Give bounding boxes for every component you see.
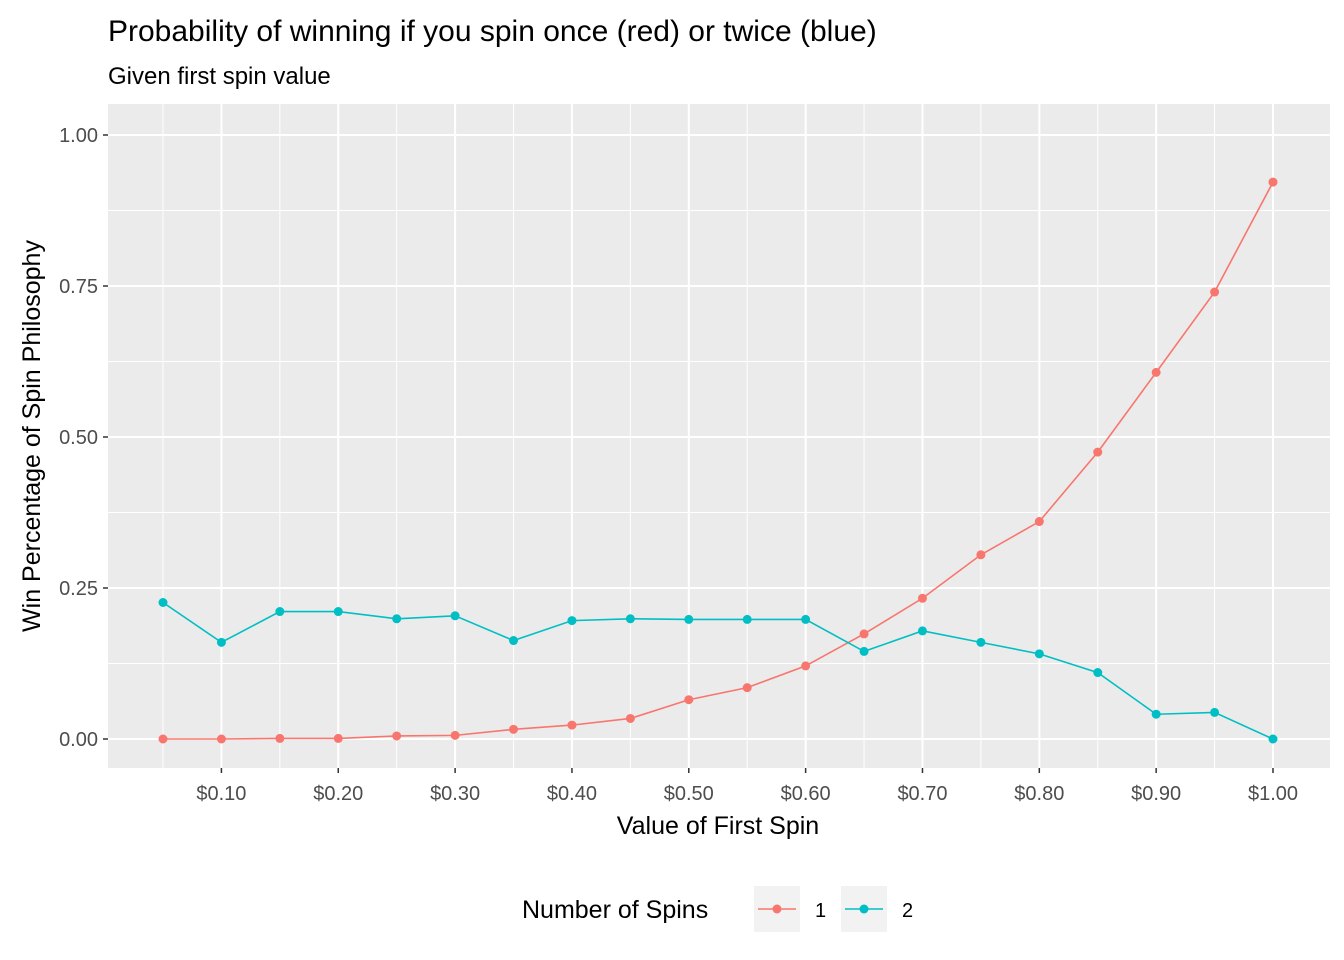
y-axis-title: Win Percentage of Spin Philosophy bbox=[18, 240, 46, 632]
y-tick-label: 0.00 bbox=[59, 729, 98, 751]
x-tick-label: $0.20 bbox=[313, 783, 363, 805]
chart-subtitle: Given first spin value bbox=[108, 63, 331, 90]
x-tick-label: $0.60 bbox=[781, 783, 831, 805]
x-axis: $0.10 $0.20 $0.30 $0.40 $0.50 $0.60 $0.70 $0.80… bbox=[196, 768, 1298, 805]
data-point-1 bbox=[742, 683, 752, 693]
x-tick-label: $1.00 bbox=[1248, 783, 1298, 805]
series-line-1 bbox=[163, 181, 1274, 740]
data-point-1 bbox=[1210, 287, 1220, 297]
data-point-1 bbox=[275, 733, 285, 743]
data-point-2 bbox=[216, 637, 226, 647]
legend-key-point bbox=[859, 904, 869, 914]
data-point-2 bbox=[158, 597, 168, 607]
data-point-2 bbox=[1268, 734, 1278, 744]
legend-label: 2 bbox=[902, 900, 913, 922]
legend-key-point bbox=[772, 904, 782, 914]
data-point-1 bbox=[216, 734, 226, 744]
data-point-2 bbox=[450, 611, 460, 621]
data-point-2 bbox=[859, 646, 869, 656]
data-point-1 bbox=[625, 713, 635, 723]
legend-label: 1 bbox=[815, 900, 826, 922]
x-tick-label: $0.50 bbox=[664, 783, 714, 805]
series-1 bbox=[158, 177, 1278, 744]
data-point-2 bbox=[1034, 649, 1044, 659]
y-tick-label: 0.25 bbox=[59, 578, 98, 600]
grid-lines bbox=[108, 104, 1330, 768]
data-point-2 bbox=[917, 626, 927, 636]
legend: Number of Spins 1 2 bbox=[522, 886, 913, 932]
x-tick-label: $0.30 bbox=[430, 783, 480, 805]
data-point-1 bbox=[392, 731, 402, 741]
legend-title: Number of Spins bbox=[522, 896, 708, 924]
x-tick-label: $0.70 bbox=[897, 783, 947, 805]
data-point-2 bbox=[1210, 707, 1220, 717]
x-tick-label: $0.40 bbox=[547, 783, 597, 805]
data-point-2 bbox=[509, 636, 519, 646]
data-point-2 bbox=[625, 614, 635, 624]
data-point-1 bbox=[684, 695, 694, 705]
data-point-2 bbox=[392, 614, 402, 624]
y-tick-label: 1.00 bbox=[59, 125, 98, 147]
data-point-1 bbox=[917, 593, 927, 603]
x-axis-title: Value of First Spin bbox=[617, 812, 819, 840]
data-point-1 bbox=[1034, 517, 1044, 527]
data-point-2 bbox=[333, 607, 343, 617]
data-point-1 bbox=[859, 629, 869, 639]
data-point-2 bbox=[567, 616, 577, 626]
data-point-1 bbox=[509, 724, 519, 734]
series-line-2 bbox=[162, 601, 1274, 740]
chart-title: Probability of winning if you spin once … bbox=[108, 15, 877, 48]
data-point-1 bbox=[567, 720, 577, 730]
x-tick-label: $0.80 bbox=[1014, 783, 1064, 805]
x-tick-label: $0.90 bbox=[1131, 783, 1181, 805]
data-point-1 bbox=[333, 733, 343, 743]
data-point-2 bbox=[742, 614, 752, 624]
data-point-1 bbox=[1268, 177, 1278, 187]
data-point-2 bbox=[275, 607, 285, 617]
x-tick-label: $0.10 bbox=[196, 783, 246, 805]
series-layer bbox=[158, 177, 1278, 744]
data-point-1 bbox=[1151, 367, 1161, 377]
y-axis: 0.00 0.25 0.50 0.75 1.00 bbox=[59, 125, 108, 751]
data-point-2 bbox=[976, 637, 986, 647]
y-tick-label: 0.75 bbox=[59, 276, 98, 298]
data-point-1 bbox=[976, 550, 986, 560]
data-point-1 bbox=[1093, 447, 1103, 457]
data-point-2 bbox=[801, 614, 811, 624]
data-point-1 bbox=[801, 661, 811, 671]
data-point-1 bbox=[158, 734, 168, 744]
data-point-2 bbox=[1093, 668, 1103, 678]
data-point-1 bbox=[450, 730, 460, 740]
data-point-2 bbox=[1151, 709, 1161, 719]
y-tick-label: 0.50 bbox=[59, 427, 98, 449]
series-2 bbox=[158, 597, 1278, 744]
data-point-2 bbox=[684, 614, 694, 624]
